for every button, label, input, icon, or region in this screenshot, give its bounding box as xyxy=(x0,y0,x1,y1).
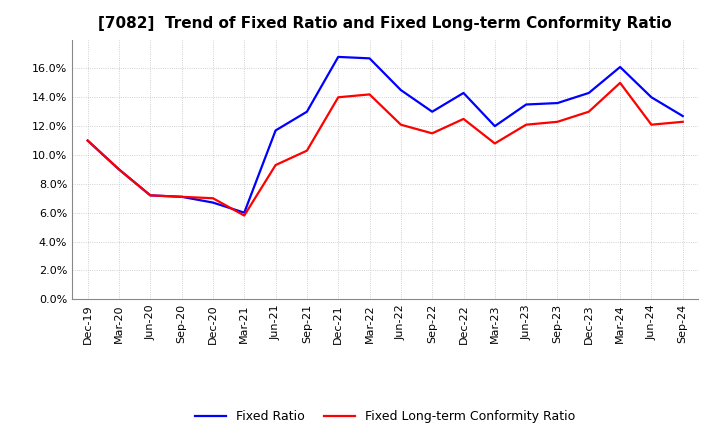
Fixed Long-term Conformity Ratio xyxy=(490,141,499,146)
Fixed Long-term Conformity Ratio xyxy=(271,162,280,168)
Fixed Ratio xyxy=(84,138,92,143)
Fixed Long-term Conformity Ratio xyxy=(522,122,531,127)
Fixed Ratio xyxy=(209,200,217,205)
Fixed Ratio xyxy=(334,54,343,59)
Fixed Ratio xyxy=(146,193,155,198)
Line: Fixed Long-term Conformity Ratio: Fixed Long-term Conformity Ratio xyxy=(88,83,683,216)
Fixed Ratio xyxy=(522,102,531,107)
Fixed Long-term Conformity Ratio xyxy=(114,167,123,172)
Fixed Ratio xyxy=(114,167,123,172)
Fixed Long-term Conformity Ratio xyxy=(678,119,687,125)
Fixed Long-term Conformity Ratio xyxy=(146,193,155,198)
Fixed Ratio xyxy=(240,210,248,215)
Fixed Long-term Conformity Ratio xyxy=(209,196,217,201)
Legend: Fixed Ratio, Fixed Long-term Conformity Ratio: Fixed Ratio, Fixed Long-term Conformity … xyxy=(190,405,580,428)
Fixed Ratio xyxy=(302,109,311,114)
Fixed Ratio xyxy=(616,64,624,70)
Fixed Ratio xyxy=(397,88,405,93)
Fixed Ratio xyxy=(647,95,656,100)
Fixed Long-term Conformity Ratio xyxy=(365,92,374,97)
Line: Fixed Ratio: Fixed Ratio xyxy=(88,57,683,213)
Fixed Long-term Conformity Ratio xyxy=(553,119,562,125)
Fixed Ratio xyxy=(585,90,593,95)
Fixed Long-term Conformity Ratio xyxy=(647,122,656,127)
Fixed Long-term Conformity Ratio xyxy=(177,194,186,199)
Fixed Ratio xyxy=(271,128,280,133)
Fixed Long-term Conformity Ratio xyxy=(84,138,92,143)
Fixed Ratio xyxy=(553,100,562,106)
Fixed Long-term Conformity Ratio xyxy=(302,148,311,153)
Fixed Long-term Conformity Ratio xyxy=(240,213,248,218)
Title: [7082]  Trend of Fixed Ratio and Fixed Long-term Conformity Ratio: [7082] Trend of Fixed Ratio and Fixed Lo… xyxy=(99,16,672,32)
Fixed Ratio xyxy=(428,109,436,114)
Fixed Ratio xyxy=(365,56,374,61)
Fixed Long-term Conformity Ratio xyxy=(428,131,436,136)
Fixed Long-term Conformity Ratio xyxy=(397,122,405,127)
Fixed Long-term Conformity Ratio xyxy=(585,109,593,114)
Fixed Long-term Conformity Ratio xyxy=(616,80,624,85)
Fixed Ratio xyxy=(459,90,468,95)
Fixed Ratio xyxy=(490,124,499,129)
Fixed Long-term Conformity Ratio xyxy=(459,116,468,121)
Fixed Long-term Conformity Ratio xyxy=(334,95,343,100)
Fixed Ratio xyxy=(678,114,687,119)
Fixed Ratio xyxy=(177,194,186,199)
